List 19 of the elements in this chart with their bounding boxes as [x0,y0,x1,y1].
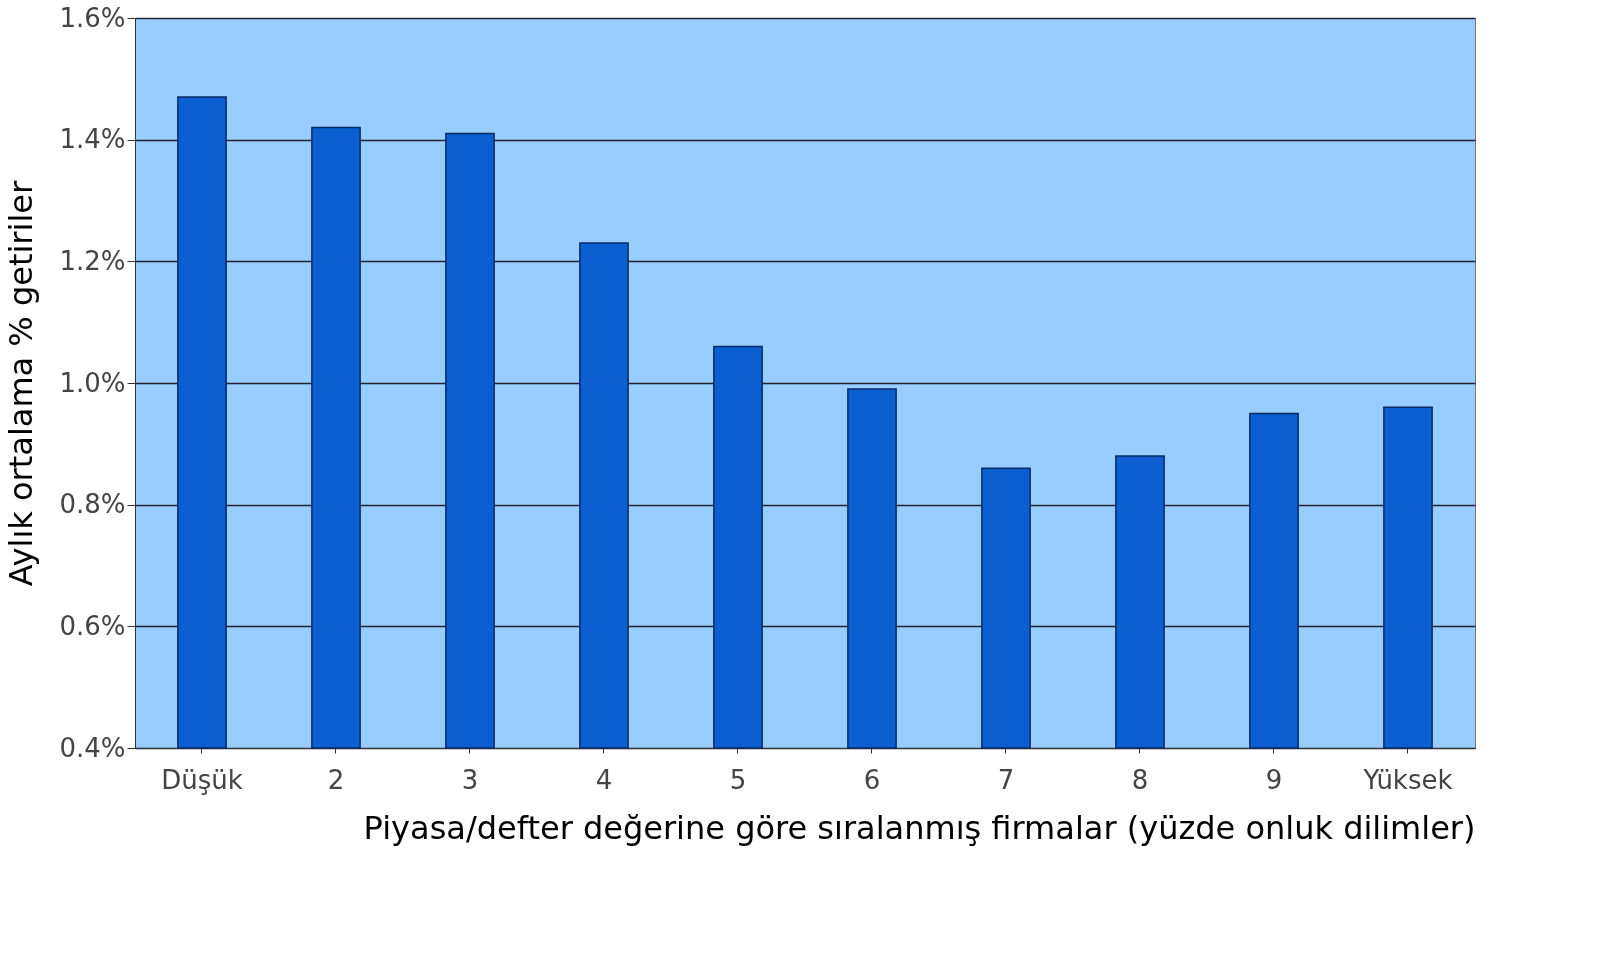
x-tick-label: Yüksek [1362,764,1453,795]
x-tick-label: 4 [595,764,613,795]
x-tick-label: Düşük [161,764,243,795]
x-tick-label: 2 [327,764,345,795]
y-tick-label: 0.4% [59,732,126,763]
x-tick-label: 3 [461,764,479,795]
y-axis-title: Aylık ortalama % getiriler [2,180,41,587]
y-tick-label: 0.6% [59,610,126,641]
x-tick-label: 6 [863,764,881,795]
x-tick-label: 7 [997,764,1015,795]
y-tick-label: 1.2% [59,245,126,276]
x-tick-label: 5 [729,764,747,795]
y-tick-label: 1.0% [59,367,126,398]
x-tick-label: 8 [1131,764,1149,795]
x-tick-label: 9 [1265,764,1283,795]
y-tick-label: 1.6% [59,2,126,33]
y-tick-label: 1.4% [59,124,126,155]
x-axis-title: Piyasa/defter değerine göre sıralanmış firmalar (yüzde onluk dilimler) [363,808,1476,847]
y-tick-label: 0.8% [59,489,126,520]
